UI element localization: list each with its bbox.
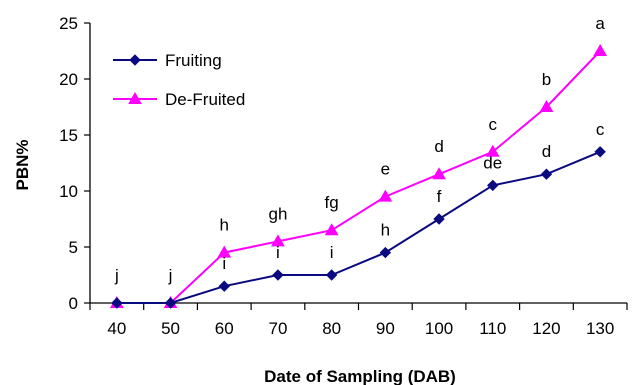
series-line — [116, 50, 601, 304]
data-point — [378, 189, 393, 202]
data-point — [324, 223, 339, 236]
data-label: de — [483, 153, 502, 172]
legend-entry: De-Fruited — [113, 90, 245, 109]
series-fruiting — [111, 146, 606, 309]
data-label: d — [542, 142, 551, 161]
y-axis-title: PBN% — [13, 139, 32, 190]
data-label: e — [381, 160, 390, 179]
data-point — [433, 213, 445, 225]
x-tick-label: 110 — [479, 319, 506, 338]
x-tick-label: 80 — [322, 319, 341, 338]
data-point — [111, 297, 123, 309]
data-point — [325, 269, 338, 281]
data-point — [432, 167, 446, 180]
data-label: j — [168, 266, 173, 285]
data-label: h — [381, 221, 390, 240]
y-tick-label: 15 — [59, 126, 78, 145]
y-tick-label: 5 — [69, 238, 78, 257]
x-tick-label: 120 — [532, 319, 560, 338]
x-tick-label: 60 — [215, 319, 234, 338]
data-point — [593, 43, 608, 56]
data-point — [164, 297, 177, 309]
data-label: gh — [268, 204, 287, 223]
data-label: f — [437, 187, 442, 206]
data-point — [540, 168, 553, 180]
data-point — [485, 144, 500, 157]
data-point — [217, 245, 232, 258]
data-label: j — [114, 266, 119, 285]
x-tick-label: 90 — [376, 319, 395, 338]
data-label: a — [595, 14, 605, 33]
data-point — [539, 99, 554, 112]
y-axis-ticks: 0 5 10 15 20 25 — [59, 14, 90, 313]
legend: Fruiting De-Fruited — [113, 51, 245, 109]
data-label: d — [434, 137, 443, 156]
x-axis-title: Date of Sampling (DAB) — [264, 367, 456, 385]
data-label: h — [220, 216, 229, 235]
data-point — [594, 146, 606, 158]
data-point — [272, 269, 284, 281]
legend-label: De-Fruited — [165, 90, 245, 109]
x-axis-ticks: 40 50 60 70 80 90 100 110 120 130 — [89, 303, 628, 338]
data-point — [271, 234, 285, 247]
x-tick-label: 130 — [586, 319, 614, 338]
data-label: i — [330, 243, 334, 262]
data-label: fg — [325, 193, 339, 212]
data-label: c — [596, 120, 605, 139]
y-tick-label: 10 — [59, 182, 78, 201]
data-label: c — [489, 115, 498, 134]
data-label: i — [222, 254, 226, 273]
y-tick-label: 25 — [59, 14, 78, 33]
series-line — [116, 150, 601, 304]
x-tick-label: 50 — [161, 319, 180, 338]
legend-marker — [128, 91, 142, 104]
x-tick-label: 70 — [268, 319, 287, 338]
x-tick-label: 100 — [425, 319, 453, 338]
series-layer — [109, 43, 608, 309]
legend-marker — [129, 54, 141, 66]
data-point — [379, 246, 392, 259]
data-point — [487, 179, 499, 192]
y-tick-label: 20 — [59, 70, 78, 89]
data-label: i — [276, 243, 280, 262]
x-tick-label: 40 — [107, 319, 126, 338]
y-tick-label: 0 — [69, 294, 78, 313]
legend-entry: Fruiting — [113, 51, 222, 70]
data-point — [218, 280, 230, 292]
legend-label: Fruiting — [165, 51, 222, 70]
data-label: b — [542, 70, 551, 89]
